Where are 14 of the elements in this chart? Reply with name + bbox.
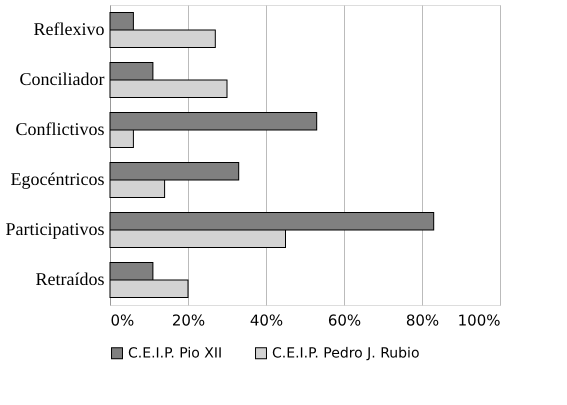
x-tick-label: 60% bbox=[328, 312, 362, 330]
y-tick-label: Participativos bbox=[6, 219, 104, 239]
x-tick-label: 0% bbox=[110, 312, 134, 330]
x-tick-label: 80% bbox=[406, 312, 440, 330]
legend-label: C.E.I.P. Pedro J. Rubio bbox=[272, 345, 420, 362]
y-tick-label: Retraídos bbox=[36, 269, 104, 289]
y-tick-label: Conflictivos bbox=[16, 119, 104, 139]
x-tick-label: 20% bbox=[172, 312, 206, 330]
y-tick-label: Reflexivo bbox=[34, 19, 104, 39]
legend-label: C.E.I.P. Pio XII bbox=[128, 345, 222, 362]
y-tick-label: Egocéntricos bbox=[10, 169, 104, 189]
x-tick-label: 100% bbox=[458, 312, 500, 330]
x-tick-label: 40% bbox=[250, 312, 284, 330]
y-tick-label: Conciliador bbox=[20, 69, 105, 89]
